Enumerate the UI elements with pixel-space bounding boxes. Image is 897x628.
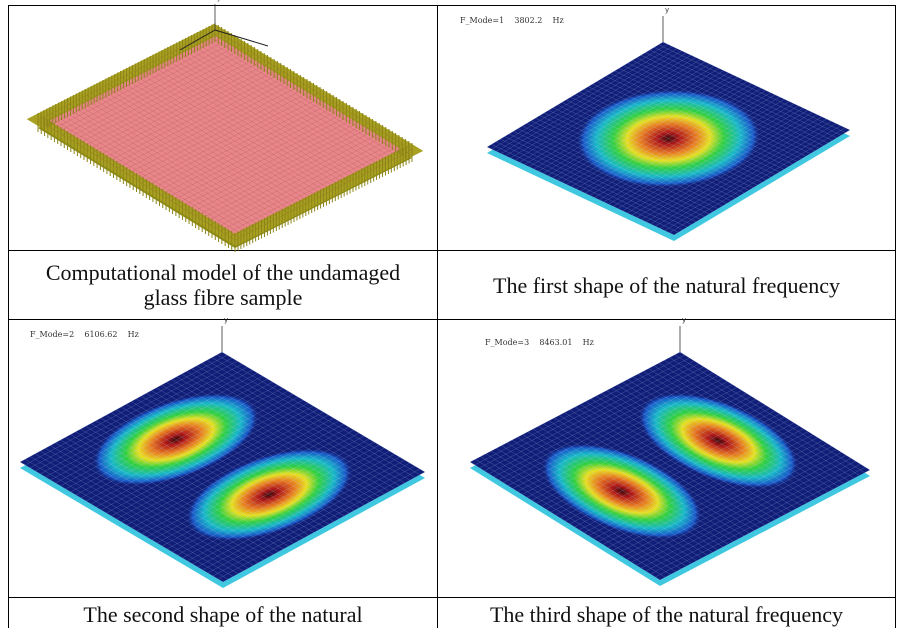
plot-label: F_Mode=2 6106.62 Hz <box>30 330 139 339</box>
axis-label: y <box>682 316 686 324</box>
plate <box>27 24 423 247</box>
page: Computational model of the undamaged gla… <box>0 0 897 628</box>
axis-label: y <box>224 316 228 324</box>
figure-art <box>0 0 897 628</box>
plate <box>20 352 425 582</box>
plot-label: F_Mode=1 3802.2 Hz <box>460 16 564 25</box>
axis-label: y <box>665 6 669 14</box>
plate <box>470 352 870 580</box>
plot-label: F_Mode=3 8463.01 Hz <box>485 338 594 347</box>
plate <box>487 42 850 235</box>
axis-label: y <box>217 0 221 2</box>
